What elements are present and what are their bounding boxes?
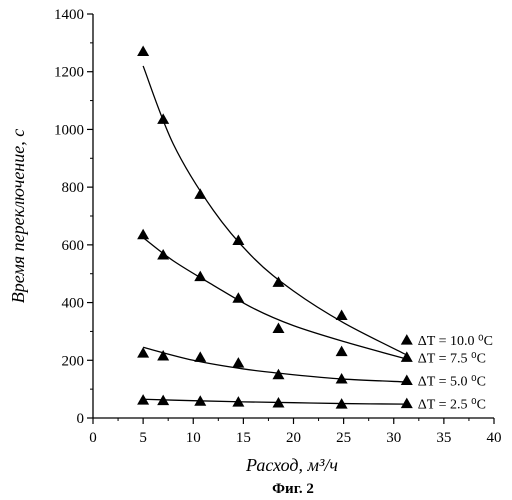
- y-tick-label: 1200: [54, 65, 84, 81]
- y-tick-label: 1400: [54, 7, 84, 23]
- x-tick-label: 20: [286, 430, 301, 446]
- data-point-triangle: [137, 229, 149, 240]
- y-tick-label: 600: [62, 238, 85, 254]
- legend-label: ΔT = 5.0 ⁰C: [418, 374, 486, 389]
- legend-marker: [401, 334, 413, 345]
- x-tick-label: 10: [186, 430, 201, 446]
- legend-label: ΔT = 10.0 ⁰C: [418, 334, 493, 349]
- legend-marker: [401, 374, 413, 385]
- data-point-triangle: [272, 276, 284, 287]
- fit-curve: [143, 66, 406, 355]
- legend: ΔT = 10.0 ⁰C ΔT = 7.5 ⁰C ΔT = 5.0 ⁰C ΔT = 2…: [401, 334, 493, 412]
- data-point-triangle: [137, 46, 149, 57]
- x-tick-label: 15: [236, 430, 251, 446]
- data-point-triangle: [272, 323, 284, 334]
- x-tick-label: 40: [487, 430, 502, 446]
- legend-label: ΔT = 2.5 ⁰C: [418, 398, 486, 413]
- y-tick-label: 400: [62, 296, 85, 312]
- x-tick-label: 30: [386, 430, 401, 446]
- data-point-triangle: [232, 357, 244, 368]
- y-axis-title: Время переключение, с: [8, 129, 28, 303]
- legend-label: ΔT = 7.5 ⁰C: [418, 351, 486, 366]
- data-point-triangle: [194, 188, 206, 199]
- fit-curves: [143, 66, 406, 404]
- x-axis-title: Расход, м³/ч: [245, 455, 338, 475]
- fit-curve: [143, 238, 406, 359]
- x-tick-label: 35: [436, 430, 451, 446]
- data-point-triangle: [336, 346, 348, 357]
- x-tick-label: 5: [139, 430, 147, 446]
- y-tick-label: 800: [62, 180, 85, 196]
- fit-curve: [143, 399, 406, 404]
- data-point-triangle: [194, 271, 206, 282]
- x-tick-label: 0: [89, 430, 97, 446]
- y-tick-label: 200: [62, 353, 85, 369]
- x-tick-label: 25: [336, 430, 351, 446]
- y-tick-label: 0: [77, 411, 85, 427]
- data-point-triangle: [157, 113, 169, 124]
- data-point-triangle: [194, 351, 206, 362]
- data-point-triangle: [336, 310, 348, 321]
- figure-caption: Фиг. 2: [272, 481, 314, 497]
- y-tick-label: 1000: [54, 122, 84, 138]
- legend-marker: [401, 398, 413, 409]
